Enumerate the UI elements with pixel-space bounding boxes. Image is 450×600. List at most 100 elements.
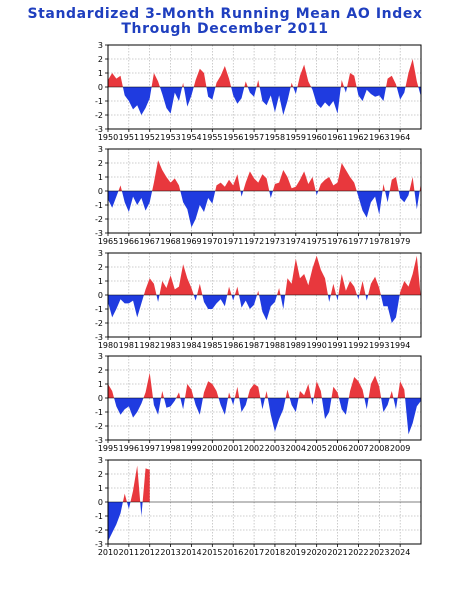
y-tick-label: 3 (98, 145, 103, 154)
y-tick-label: 3 (98, 352, 103, 361)
y-tick-label: 0 (98, 498, 103, 507)
y-tick-label: 1 (98, 380, 103, 389)
y-tick-label: -1 (95, 201, 103, 210)
x-tick-label: 1996 (119, 444, 139, 453)
x-tick-label: 2010 (98, 548, 118, 557)
x-tick-label: 1989 (286, 341, 306, 350)
x-tick-label: 2006 (327, 444, 347, 453)
y-tick-label: 1 (98, 277, 103, 286)
x-tick-label: 1976 (327, 237, 347, 246)
y-tick-label: 2 (98, 470, 103, 479)
y-tick-label: -2 (95, 319, 103, 328)
x-tick-label: 1982 (140, 341, 160, 350)
positive-area (108, 59, 421, 87)
x-tick-label: 2022 (348, 548, 368, 557)
x-tick-label: 1954 (181, 133, 201, 142)
x-tick-label: 1987 (244, 341, 264, 350)
x-tick-label: 1999 (181, 444, 201, 453)
y-tick-label: -1 (95, 512, 103, 521)
x-tick-label: 1959 (286, 133, 306, 142)
x-tick-label: 1998 (160, 444, 180, 453)
x-tick-label: 1953 (160, 133, 180, 142)
y-tick-label: -3 (95, 125, 103, 134)
y-tick-label: 0 (98, 291, 103, 300)
x-tick-label: 2000 (202, 444, 222, 453)
positive-area (108, 372, 421, 398)
x-tick-label: 2002 (244, 444, 264, 453)
y-tick-label: -1 (95, 97, 103, 106)
x-tick-label: 1960 (306, 133, 326, 142)
x-tick-label: 1958 (265, 133, 285, 142)
x-tick-label: 1956 (223, 133, 243, 142)
y-tick-label: 0 (98, 83, 103, 92)
x-tick-label: 2015 (202, 548, 222, 557)
x-tick-label: 1990 (306, 341, 326, 350)
x-tick-label: 1969 (181, 237, 201, 246)
x-tick-label: 1977 (348, 237, 368, 246)
x-tick-label: 2001 (223, 444, 243, 453)
x-tick-label: 1972 (244, 237, 264, 246)
x-tick-label: 1997 (140, 444, 160, 453)
x-tick-label: 1967 (140, 237, 160, 246)
y-tick-label: 2 (98, 159, 103, 168)
x-tick-label: 1983 (160, 341, 180, 350)
y-tick-label: 2 (98, 55, 103, 64)
x-tick-label: 1970 (202, 237, 222, 246)
x-tick-label: 1965 (98, 237, 118, 246)
x-tick-label: 2013 (160, 548, 180, 557)
chart-title-line-1: Standardized 3-Month Running Mean AO Ind… (27, 6, 423, 22)
x-tick-label: 1968 (160, 237, 180, 246)
x-tick-label: 1994 (390, 341, 410, 350)
x-tick-label: 1985 (202, 341, 222, 350)
x-tick-label: 1991 (327, 341, 347, 350)
y-tick-label: -3 (95, 333, 103, 342)
x-tick-label: 1952 (140, 133, 160, 142)
x-tick-label: 1963 (369, 133, 389, 142)
positive-area (108, 255, 421, 295)
x-tick-label: 1978 (369, 237, 389, 246)
x-tick-label: 2018 (265, 548, 285, 557)
x-tick-label: 2005 (306, 444, 326, 453)
x-tick-label: 2007 (348, 444, 368, 453)
x-tick-label: 1961 (327, 133, 347, 142)
x-tick-label: 2020 (306, 548, 326, 557)
x-tick-label: 2008 (369, 444, 389, 453)
x-tick-label: 1988 (265, 341, 285, 350)
x-tick-label: 1951 (119, 133, 139, 142)
y-tick-label: -1 (95, 408, 103, 417)
y-tick-label: -1 (95, 305, 103, 314)
negative-area (108, 398, 421, 435)
y-tick-label: 3 (98, 41, 103, 50)
x-tick-label: 1975 (306, 237, 326, 246)
x-tick-label: 1964 (390, 133, 410, 142)
x-tick-label: 1979 (390, 237, 410, 246)
x-tick-label: 1981 (119, 341, 139, 350)
x-tick-label: 2016 (223, 548, 243, 557)
x-tick-label: 2003 (265, 444, 285, 453)
x-tick-label: 1950 (98, 133, 118, 142)
x-tick-label: 1995 (98, 444, 118, 453)
positive-area (108, 160, 421, 191)
negative-area (108, 87, 421, 115)
x-tick-label: 1971 (223, 237, 243, 246)
negative-area (108, 502, 150, 542)
x-tick-label: 1966 (119, 237, 139, 246)
y-tick-label: 0 (98, 187, 103, 196)
y-tick-label: -2 (95, 526, 103, 535)
y-tick-label: -2 (95, 422, 103, 431)
y-tick-label: -2 (95, 215, 103, 224)
negative-area (108, 295, 421, 323)
x-tick-label: 1980 (98, 341, 118, 350)
x-tick-label: 2014 (181, 548, 201, 557)
x-tick-label: 2012 (140, 548, 160, 557)
x-tick-label: 1974 (286, 237, 306, 246)
x-tick-label: 2019 (286, 548, 306, 557)
x-tick-label: 1955 (202, 133, 222, 142)
y-tick-label: 1 (98, 484, 103, 493)
